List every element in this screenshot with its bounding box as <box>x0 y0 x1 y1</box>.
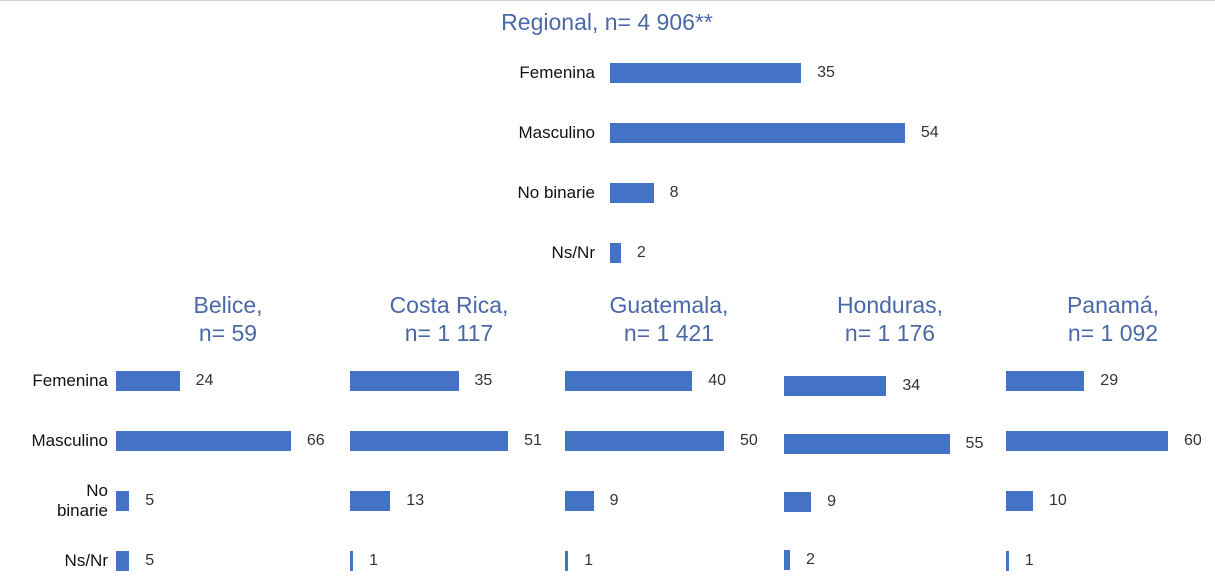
category-label: Masculino <box>31 431 108 450</box>
bar <box>784 550 791 570</box>
bar <box>350 491 391 511</box>
bar <box>350 431 509 451</box>
value-label: 1 <box>1024 552 1034 569</box>
value-label: 60 <box>1184 432 1202 449</box>
value-label: 51 <box>524 432 542 449</box>
bar <box>1006 551 1009 571</box>
bar <box>610 63 802 83</box>
bar <box>565 491 594 511</box>
value-label: 10 <box>1049 492 1067 509</box>
category-label: No binarie <box>56 481 108 520</box>
value-label: 55 <box>965 435 984 452</box>
value-label: 35 <box>817 64 835 81</box>
category-label: Femenina <box>519 63 595 82</box>
value-label: 13 <box>406 492 425 509</box>
panel-title: Costa Rica, n= 1 117 <box>389 292 509 346</box>
bar <box>565 371 693 391</box>
value-label: 8 <box>669 184 679 201</box>
bar <box>1006 431 1168 451</box>
panel-title: Guatemala, n= 1 421 <box>609 292 729 346</box>
bar <box>784 376 887 396</box>
value-label: 5 <box>145 492 155 509</box>
panel-title: Panamá, n= 1 092 <box>1066 292 1160 346</box>
bar <box>784 492 812 512</box>
bar <box>116 551 130 571</box>
value-label: 2 <box>636 244 646 261</box>
bar <box>350 551 354 571</box>
value-label: 1 <box>584 552 594 569</box>
category-label: Ns/Nr <box>64 551 108 570</box>
value-label: 24 <box>195 372 214 389</box>
value-label: 9 <box>827 493 836 510</box>
bar <box>565 431 724 451</box>
bar <box>565 551 569 571</box>
bar <box>116 491 130 511</box>
panel-title: Belice, n= 59 <box>193 292 263 346</box>
category-label: No binarie <box>517 183 596 202</box>
panel-title: Regional, n= 4 906** <box>501 9 713 35</box>
value-label: 54 <box>920 124 939 141</box>
category-label: Ns/Nr <box>551 243 595 262</box>
bar <box>1006 491 1033 511</box>
bar <box>116 371 180 391</box>
bar <box>610 243 621 263</box>
value-label: 1 <box>369 552 378 569</box>
panel-title: Honduras, n= 1 176 <box>836 292 944 346</box>
category-label: Femenina <box>32 371 108 390</box>
bar <box>116 431 291 451</box>
bar <box>784 434 950 454</box>
bar <box>1006 371 1085 391</box>
value-label: 34 <box>902 377 921 394</box>
bar <box>610 183 654 203</box>
value-label: 5 <box>145 552 155 569</box>
value-label: 9 <box>609 492 619 509</box>
value-label: 35 <box>474 372 493 389</box>
value-label: 66 <box>306 432 325 449</box>
bar <box>610 123 905 143</box>
value-label: 50 <box>740 432 758 449</box>
value-label: 2 <box>806 551 815 568</box>
category-label: Masculino <box>518 123 595 142</box>
value-label: 40 <box>708 372 726 389</box>
bar <box>350 371 459 391</box>
value-label: 29 <box>1100 372 1119 389</box>
